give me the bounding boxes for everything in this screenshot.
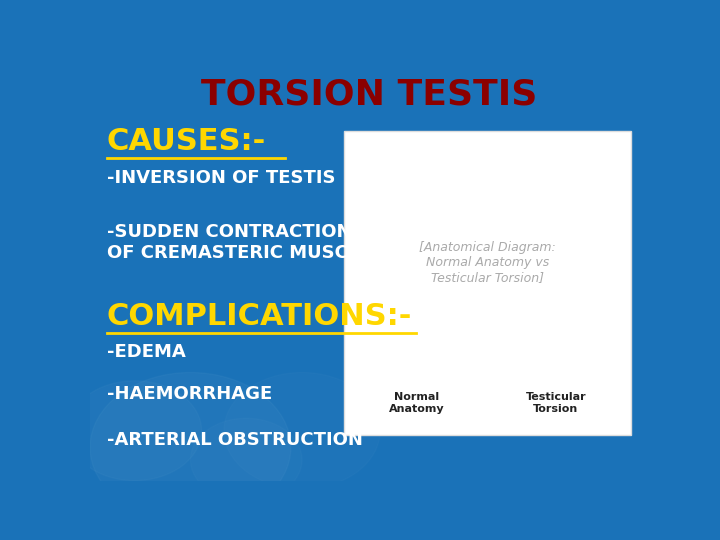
Text: CAUSES:-: CAUSES:- bbox=[107, 127, 266, 156]
Text: -EDEMA: -EDEMA bbox=[107, 343, 186, 361]
Text: [Anatomical Diagram:
Normal Anatomy vs
Testicular Torsion]: [Anatomical Diagram: Normal Anatomy vs T… bbox=[419, 241, 556, 284]
FancyBboxPatch shape bbox=[344, 131, 631, 435]
Text: Testicular
Torsion: Testicular Torsion bbox=[526, 393, 586, 414]
Text: TORSION TESTIS: TORSION TESTIS bbox=[201, 77, 537, 111]
Text: -SUDDEN CONTRACTION
OF CREMASTERIC MUSCLE: -SUDDEN CONTRACTION OF CREMASTERIC MUSCL… bbox=[107, 223, 372, 261]
Text: -ARTERIAL OBSTRUCTION: -ARTERIAL OBSTRUCTION bbox=[107, 431, 363, 449]
Circle shape bbox=[224, 373, 380, 489]
Text: Normal
Anatomy: Normal Anatomy bbox=[389, 393, 444, 414]
Text: COMPLICATIONS:-: COMPLICATIONS:- bbox=[107, 302, 412, 331]
Circle shape bbox=[90, 373, 291, 522]
Text: -HAEMORRHAGE: -HAEMORRHAGE bbox=[107, 385, 272, 403]
Circle shape bbox=[68, 381, 202, 481]
Circle shape bbox=[190, 418, 302, 501]
Text: -INVERSION OF TESTIS: -INVERSION OF TESTIS bbox=[107, 168, 336, 187]
